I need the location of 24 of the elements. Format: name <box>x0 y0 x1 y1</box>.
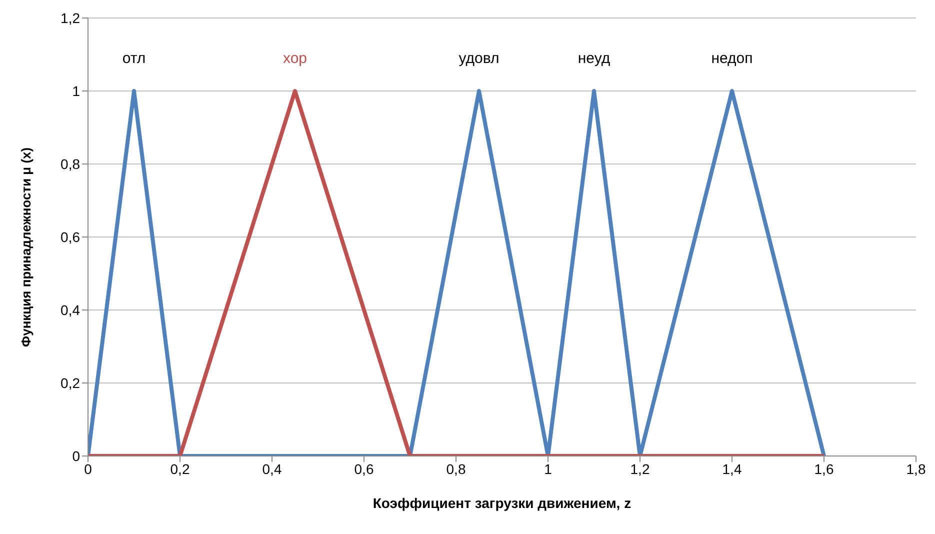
annotation: хор <box>282 50 308 67</box>
y-tick-label: 0,2 <box>60 374 80 391</box>
x-tick-label: 0,6 <box>354 460 374 477</box>
annotation: неуд <box>578 50 610 67</box>
x-tick-label: 1,2 <box>630 460 650 477</box>
y-tick-label: 0,6 <box>60 228 80 245</box>
x-tick-label: 1,4 <box>722 460 742 477</box>
y-tick-label: 0 <box>72 448 80 464</box>
y-axis-title: Функция принадлежности μ (x) <box>18 147 34 347</box>
y-tick-label: 0,4 <box>60 302 80 318</box>
y-tick-label: 0,8 <box>60 156 80 172</box>
annotation: отл <box>122 50 146 67</box>
annotation: недоп <box>711 50 753 67</box>
y-tick-label: 1 <box>72 82 80 99</box>
x-tick-label: 1,8 <box>906 460 926 477</box>
x-tick-label: 1,6 <box>814 460 834 477</box>
y-tick-label: 1,2 <box>60 10 80 26</box>
x-axis-title: Коэффициент загрузки движением, z <box>372 495 632 511</box>
x-tick-label: 0 <box>84 460 92 477</box>
x-tick-label: 0,4 <box>262 460 282 477</box>
x-tick-label: 0,2 <box>170 460 190 477</box>
annotation: удовл <box>458 50 500 67</box>
x-tick-label: 0,8 <box>446 460 466 477</box>
x-tick-label: 1 <box>544 460 552 477</box>
